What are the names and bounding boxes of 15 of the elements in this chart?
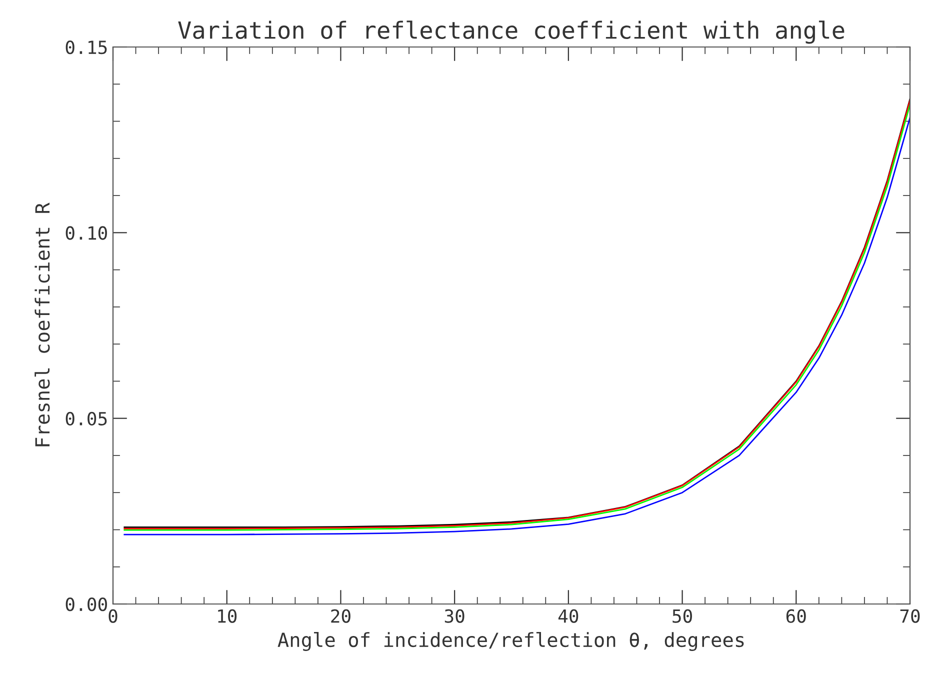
x-tick-label: 70 bbox=[900, 609, 920, 623]
chart-title: Variation of reflectance coefficient with angle bbox=[178, 20, 844, 44]
x-tick-label: 10 bbox=[218, 609, 237, 623]
x-tick-label: 30 bbox=[444, 609, 464, 623]
x-axis-title: Angle of incidence/reflection θ, degrees bbox=[278, 632, 744, 652]
x-tick-label: 20 bbox=[331, 609, 350, 623]
y-tick-label: 0.10 bbox=[66, 226, 107, 240]
x-tick-label: 50 bbox=[672, 609, 692, 623]
x-tick-label: 60 bbox=[786, 609, 806, 623]
y-axis-title: Fresnel coefficient R bbox=[34, 202, 50, 446]
y-tick-label: 0.05 bbox=[66, 412, 107, 426]
x-tick-label: 40 bbox=[558, 609, 578, 623]
x-tick-label: 0 bbox=[108, 609, 118, 623]
y-tick-label: 0.00 bbox=[66, 598, 107, 612]
y-tick-label: 0.15 bbox=[66, 40, 107, 54]
